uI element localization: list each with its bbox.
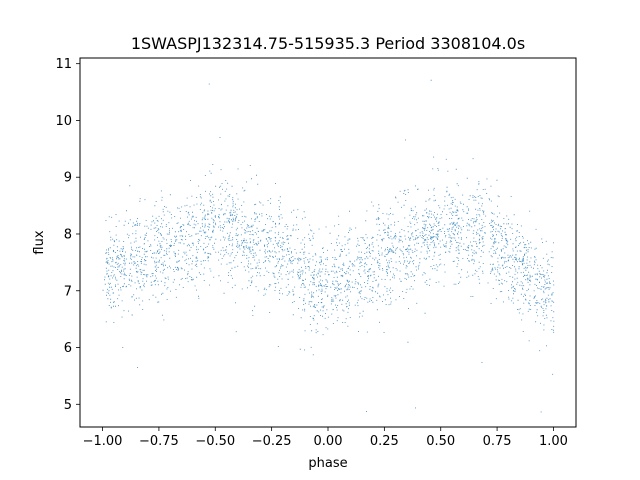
x-tick-label: 0.75 [483,434,512,449]
y-tick-label: 7 [64,284,72,299]
x-tick-label: −1.00 [83,434,123,449]
x-tick-label: 0.25 [370,434,399,449]
x-tick-label: −0.50 [195,434,235,449]
y-tick-label: 5 [64,398,72,413]
y-tick-label: 11 [55,57,72,72]
x-tick-label: 1.00 [539,434,568,449]
y-tick-label: 9 [64,171,72,186]
x-tick-label: −0.75 [139,434,179,449]
plot-frame [79,57,577,428]
chart-title: 1SWASPJ132314.75-515935.3 Period 3308104… [131,34,525,53]
y-tick-label: 8 [64,227,72,242]
x-axis: −1.00 −0.75 −0.50 −0.25 0.00 0.25 0.50 0.75 1.00 [83,427,568,449]
x-tick-label: −0.25 [252,434,292,449]
y-axis-label: flux [32,230,47,254]
x-tick-label: 0.00 [314,434,343,449]
scatter-points [102,79,555,413]
x-axis-label: phase [308,456,347,471]
flux-points [102,79,555,413]
y-axis: 5 6 7 8 9 10 11 [55,57,80,413]
y-tick-label: 6 [64,341,72,356]
x-tick-label: 0.50 [426,434,455,449]
y-tick-label: 10 [55,114,72,129]
